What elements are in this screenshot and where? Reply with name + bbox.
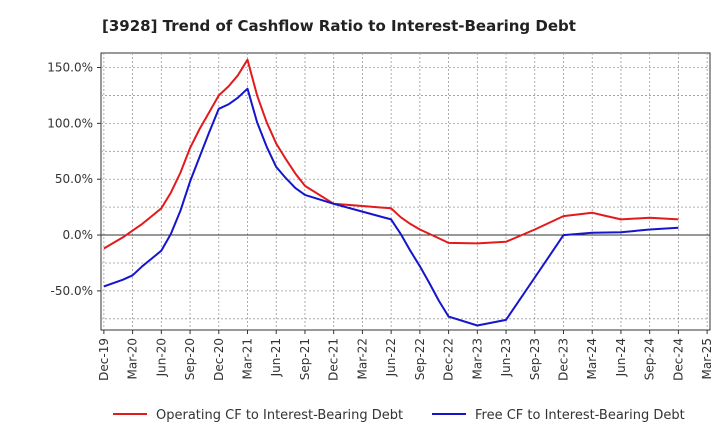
x-tick-label: Jun-22	[384, 338, 398, 377]
plot-area	[100, 52, 711, 331]
y-tick-label: -50.0%	[51, 284, 93, 298]
x-tick-label: Jun-23	[499, 338, 513, 377]
x-tick-label: Dec-23	[556, 338, 570, 381]
x-tick-label: Jun-21	[269, 338, 283, 377]
x-tick-label: Mar-20	[126, 338, 140, 379]
x-tick-label: Dec-21	[327, 338, 341, 381]
x-axis: Dec-19 Mar-20 Jun-20 Sep-20 Dec-20 Mar-21 Jun-…	[97, 330, 714, 381]
x-tick-label: Dec-24	[671, 338, 685, 381]
series-lines	[103, 58, 679, 327]
x-tick-label: Mar-22	[355, 338, 369, 379]
y-axis: 150.0% 100.0% 50.0% 0.0% -50.0%	[47, 61, 101, 298]
x-tick-label: Mar-23	[470, 338, 484, 379]
x-tick-label: Sep-22	[413, 338, 427, 380]
y-tick-label: 100.0%	[47, 116, 93, 130]
legend: Operating CF to Interest-Bearing Debt Fre…	[113, 408, 685, 423]
plot-frame	[100, 52, 711, 331]
chart-title: [3928] Trend of Cashflow Ratio to Intere…	[102, 17, 576, 35]
y-tick-label: 50.0%	[55, 172, 93, 186]
y-tick-label: 150.0%	[47, 61, 93, 75]
x-tick-label: Mar-21	[241, 338, 255, 379]
x-tick-label: Mar-24	[585, 338, 599, 379]
y-tick-label: 0.0%	[63, 228, 94, 242]
x-tick-label: Dec-19	[97, 338, 111, 381]
x-tick-label: Dec-22	[442, 338, 456, 381]
x-tick-label: Sep-21	[298, 338, 312, 380]
series-line-1	[103, 58, 679, 250]
x-tick-label: Sep-23	[528, 338, 542, 380]
legend-label-1: Operating CF to Interest-Bearing Debt	[156, 408, 403, 423]
x-tick-label: Jun-24	[614, 338, 628, 377]
x-tick-label: Mar-25	[700, 338, 714, 379]
x-tick-label: Jun-20	[154, 338, 168, 377]
x-tick-label: Dec-20	[212, 338, 226, 381]
series-line-2	[103, 87, 679, 327]
x-tick-label: Sep-20	[183, 338, 197, 380]
x-tick-label: Sep-24	[643, 338, 657, 380]
legend-label-2: Free CF to Interest-Bearing Debt	[475, 408, 685, 423]
